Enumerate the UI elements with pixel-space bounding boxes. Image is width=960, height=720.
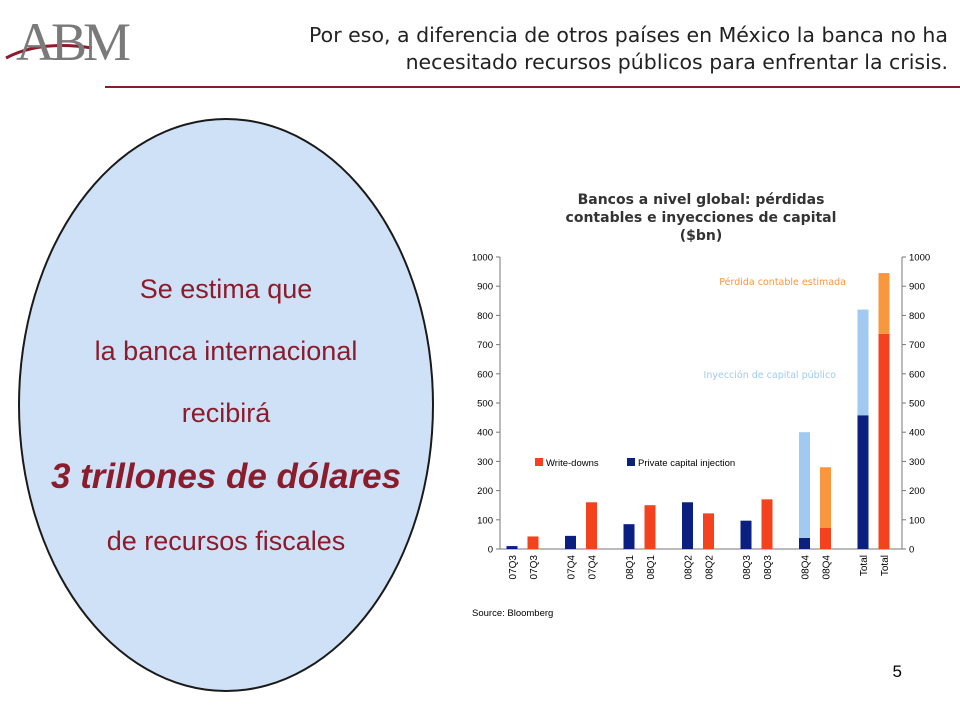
x-tick-label-08Q4: 08Q4 [801, 555, 812, 580]
x-tick-label-Total: Total [859, 555, 870, 576]
title-line-1: Por eso, a diferencia de otros países en… [309, 23, 948, 47]
y-tick-label-right: 600 [909, 369, 925, 380]
highlight-line-2: la banca internacional [94, 336, 358, 366]
y-tick-label-right: 400 [909, 428, 925, 439]
y-tick-label-right: 200 [909, 486, 925, 497]
legend-label-writedowns: Write-downs [546, 458, 599, 469]
bar-private-07Q3 [506, 546, 518, 549]
bar-private-Total [857, 415, 869, 549]
x-tick-label-08Q3: 08Q3 [763, 555, 774, 580]
x-tick-label-08Q3: 08Q3 [742, 555, 753, 580]
bar-private-07Q4 [565, 535, 576, 549]
bar-writedowns-08Q1 [644, 505, 656, 549]
y-tick-label-left: 100 [477, 515, 493, 526]
legend-label-private: Private capital injection [638, 458, 735, 469]
title-line-2: necesitado recursos públicos para enfren… [405, 50, 948, 74]
y-tick-label-left: 400 [477, 428, 493, 439]
y-tick-label-left: 600 [477, 369, 493, 380]
bar-writedowns-estimated-08Q4 [820, 467, 831, 528]
bar-writedowns-07Q3 [527, 536, 539, 549]
y-tick-label-right: 0 [909, 545, 914, 556]
x-tick-label-07Q3: 07Q3 [529, 555, 540, 580]
x-tick-label-08Q2: 08Q2 [705, 555, 716, 580]
y-tick-label-left: 800 [477, 311, 493, 322]
bar-writedowns-08Q4 [820, 527, 831, 549]
bar-writedowns-Total [878, 333, 890, 549]
y-tick-label-left: 500 [477, 399, 493, 410]
y-tick-label-left: 900 [477, 282, 493, 293]
highlight-line-5: de recursos fiscales [106, 526, 346, 556]
x-tick-label-07Q3: 07Q3 [508, 555, 519, 580]
legend-swatch-writedowns [535, 458, 543, 466]
annotation-public-capital: Inyección de capital público [704, 370, 837, 381]
abm-logo: ABM [5, 12, 134, 72]
chart-title-line: Bancos a nivel global: pérdidas [578, 192, 825, 208]
bar-public-08Q4 [799, 432, 810, 538]
slide-title: Por eso, a diferencia de otros países en… [188, 22, 948, 76]
y-tick-label-left: 700 [477, 340, 493, 351]
highlight-ellipse [18, 118, 434, 692]
y-tick-label-right: 100 [909, 515, 925, 526]
bar-public-Total [857, 309, 869, 416]
x-tick-label-08Q4: 08Q4 [822, 555, 833, 580]
y-tick-label-right: 800 [909, 311, 925, 322]
bar-private-08Q1 [623, 524, 635, 549]
x-tick-label-Total: Total [880, 555, 891, 576]
x-tick-label-08Q1: 08Q1 [625, 555, 636, 580]
y-tick-label-right: 500 [909, 399, 925, 410]
y-tick-label-left: 0 [488, 545, 493, 556]
logo-text: ABM [16, 12, 130, 72]
y-tick-label-left: 200 [477, 486, 493, 497]
highlight-amount: 3 trillones de dólares [50, 457, 402, 496]
bar-writedowns-08Q3 [761, 499, 773, 549]
legend-swatch-private [627, 458, 635, 466]
bar-writedowns-estimated-Total [878, 273, 890, 334]
x-tick-label-07Q4: 07Q4 [567, 555, 578, 580]
x-tick-label-08Q2: 08Q2 [684, 555, 695, 580]
chart-title-line: contables e inyecciones de capital [566, 210, 837, 226]
chart-source: Source: Bloomberg [472, 608, 553, 619]
highlight-line-3: recibirá [181, 398, 271, 428]
highlight-text: Se estima que la banca internacional rec… [18, 258, 434, 572]
x-tick-label-08Q1: 08Q1 [646, 555, 657, 580]
annotation-estimated-loss: Pérdida contable estimada [719, 277, 846, 288]
bar-writedowns-08Q2 [703, 513, 714, 549]
bar-private-08Q2 [682, 502, 693, 549]
highlight-line-1: Se estima que [139, 274, 313, 304]
x-tick-label-07Q4: 07Q4 [588, 555, 599, 580]
y-tick-label-left: 300 [477, 457, 493, 468]
y-tick-label-left: 1000 [472, 253, 493, 264]
y-tick-label-right: 300 [909, 457, 925, 468]
y-tick-label-right: 700 [909, 340, 925, 351]
bar-private-08Q4 [799, 537, 810, 549]
bar-writedowns-07Q4 [586, 502, 597, 549]
y-tick-label-right: 900 [909, 282, 925, 293]
page-number: 5 [892, 662, 902, 681]
bar-private-08Q3 [740, 520, 752, 549]
header-rule [105, 86, 960, 88]
y-tick-label-right: 1000 [909, 253, 930, 264]
chart-title-line: ($bn) [680, 228, 723, 244]
